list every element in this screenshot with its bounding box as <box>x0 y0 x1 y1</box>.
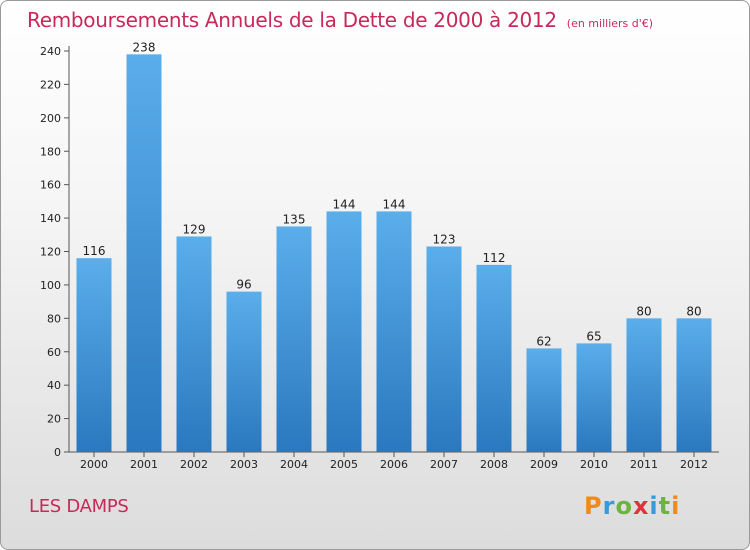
bar <box>576 343 612 452</box>
y-tick-label: 180 <box>40 145 61 158</box>
y-tick-label: 140 <box>40 212 61 225</box>
y-tick-label: 60 <box>47 346 61 359</box>
y-tick-label: 120 <box>40 246 61 259</box>
bar <box>526 348 562 452</box>
bar <box>676 318 712 452</box>
chart-subtitle: (en milliers d'€) <box>566 17 654 30</box>
bar <box>226 291 262 452</box>
y-tick-label: 220 <box>40 78 61 91</box>
x-tick-label: 2005 <box>330 458 358 471</box>
bar <box>626 318 662 452</box>
x-tick-label: 2012 <box>680 458 708 471</box>
y-tick-label: 20 <box>47 413 61 426</box>
bar <box>126 54 162 452</box>
bar-value-label: 238 <box>133 40 156 54</box>
bar-value-label: 116 <box>83 244 106 258</box>
x-tick-label: 2004 <box>280 458 308 471</box>
x-tick-label: 2008 <box>480 458 508 471</box>
bar <box>76 258 112 452</box>
bar-value-label: 144 <box>383 197 406 211</box>
logo-letter: i <box>671 492 681 520</box>
bar-value-label: 112 <box>483 251 506 265</box>
y-tick-label: 0 <box>54 446 61 459</box>
y-tick-label: 100 <box>40 279 61 292</box>
bar <box>326 211 362 452</box>
chart-title-text: Remboursements Annuels de la Dette de 20… <box>27 8 557 32</box>
logo-letter: o <box>615 492 633 520</box>
bar-value-label: 135 <box>283 212 306 226</box>
bar-value-label: 80 <box>636 304 651 318</box>
x-tick-label: 2011 <box>630 458 658 471</box>
y-tick-label: 80 <box>47 312 61 325</box>
logo-letter: t <box>658 492 672 520</box>
y-tick-label: 200 <box>40 112 61 125</box>
bar <box>476 264 512 452</box>
bar-value-label: 65 <box>586 329 601 343</box>
bar-value-label: 123 <box>433 232 456 246</box>
bar <box>176 236 212 452</box>
bar <box>276 226 312 452</box>
x-tick-label: 2002 <box>180 458 208 471</box>
bar-value-label: 96 <box>236 278 251 292</box>
bar <box>426 246 462 452</box>
chart-title: Remboursements Annuels de la Dette de 20… <box>27 8 653 32</box>
place-name: LES DAMPS <box>29 496 129 517</box>
x-tick-label: 2010 <box>580 458 608 471</box>
y-tick-label: 160 <box>40 179 61 192</box>
x-tick-label: 2003 <box>230 458 258 471</box>
bar-value-label: 62 <box>536 334 551 348</box>
logo-letter: r <box>602 492 616 520</box>
bar <box>376 211 412 452</box>
logo-letter: P <box>584 492 603 520</box>
logo-letter: x <box>632 492 650 520</box>
bar-value-label: 80 <box>686 304 701 318</box>
y-tick-label: 240 <box>40 45 61 58</box>
proxiti-logo: Proxiti <box>584 492 680 520</box>
bar-value-label: 144 <box>333 197 356 211</box>
bar-value-label: 129 <box>183 222 206 236</box>
logo-letter: i <box>649 492 659 520</box>
x-tick-label: 2006 <box>380 458 408 471</box>
x-tick-label: 2001 <box>130 458 158 471</box>
y-tick-label: 40 <box>47 379 61 392</box>
x-tick-label: 2009 <box>530 458 558 471</box>
x-tick-label: 2000 <box>80 458 108 471</box>
x-tick-label: 2007 <box>430 458 458 471</box>
